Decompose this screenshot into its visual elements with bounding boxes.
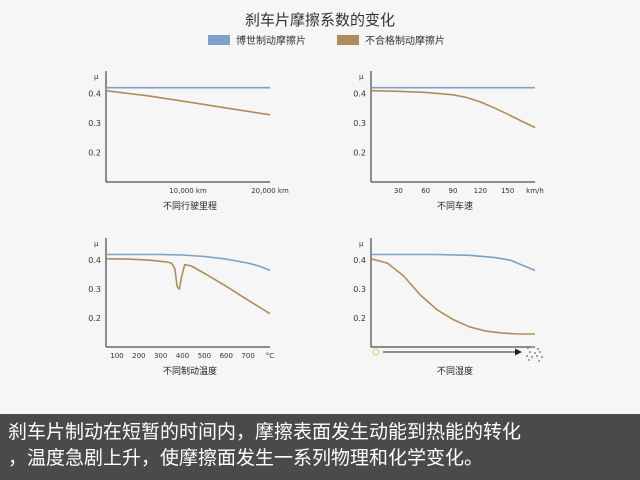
series-line-bosch <box>371 253 536 272</box>
y-axis-label: μ <box>359 73 364 81</box>
chart-title: 不同车速 <box>437 200 473 212</box>
y-axis-label: μ <box>359 240 364 248</box>
x-tick-label-700: 700 <box>241 352 254 360</box>
x-tick-label-600: 600 <box>220 352 233 360</box>
chart-3: μ 0.4 0.3 0.2 100 200 300 400 500 600 700 °C 不同制动温度 <box>88 238 274 377</box>
caption-line-1: 刹车片制动在短暂的时间内，摩擦表面发生动能到热能的转化 <box>8 421 522 443</box>
y-tick-label-0-3: 0.3 <box>353 285 366 294</box>
figure-title: 刹车片摩擦系数的变化 <box>245 11 395 29</box>
y-tick-label-0-2: 0.2 <box>353 314 366 323</box>
x-tick-label-30: 30 <box>394 187 403 195</box>
chart-4: μ 0.4 0.3 0.2 不同湿度 <box>353 238 536 377</box>
legend-swatch-substandard <box>337 35 359 45</box>
legend-swatch-bosch <box>208 35 230 45</box>
series-line-substandard <box>105 258 271 315</box>
y-tick-label-0-2: 0.2 <box>353 149 366 158</box>
series-line-substandard <box>105 89 271 116</box>
humidity-arrow-head <box>515 348 522 356</box>
caption-line-2: ，温度急剧上升，使摩擦面发生一系列物理和化学变化。 <box>8 447 484 469</box>
x-tick-label-20-000-km: 20,000 km <box>251 187 289 195</box>
x-tick-label-500: 500 <box>198 352 211 360</box>
y-tick-label-0-3: 0.3 <box>88 119 101 128</box>
x-tick-label-300: 300 <box>154 352 167 360</box>
y-tick-label-0-4: 0.4 <box>353 256 366 265</box>
chart-1: μ 0.4 0.3 0.2 10,000 km 20,000 km 不同行驶里程 <box>88 71 289 212</box>
chart-title: 不同行驶里程 <box>163 200 217 212</box>
series-line-substandard <box>370 258 535 335</box>
legend-label-bosch: 博世制动摩擦片 <box>236 34 306 47</box>
x-tick-label-C: °C <box>266 352 275 360</box>
x-tick-label-100: 100 <box>110 352 123 360</box>
y-tick-label-0-2: 0.2 <box>88 314 101 323</box>
y-tick-label-0-4: 0.4 <box>88 90 101 99</box>
chart-2: μ 0.4 0.3 0.2 30 60 90 120 150 km/h 不同车速 <box>353 71 544 212</box>
y-tick-label-0-4: 0.4 <box>353 90 366 99</box>
x-tick-label-90: 90 <box>449 187 458 195</box>
x-tick-label-60: 60 <box>421 187 430 195</box>
x-tick-label-150: 150 <box>501 187 514 195</box>
x-tick-label-10-000-km: 10,000 km <box>169 187 207 195</box>
y-tick-label-0-2: 0.2 <box>88 149 101 158</box>
y-tick-label-0-4: 0.4 <box>88 256 101 265</box>
dry-icon <box>372 348 380 356</box>
series-line-substandard <box>370 89 536 129</box>
x-tick-label-km-h: km/h <box>526 187 544 195</box>
y-axis-label: μ <box>94 240 99 248</box>
humidity-axis-decoration <box>372 346 543 362</box>
y-axis-label: μ <box>94 73 99 81</box>
y-tick-label-0-3: 0.3 <box>353 119 366 128</box>
chart-title: 不同制动温度 <box>163 365 217 377</box>
legend-label-substandard: 不合格制动摩擦片 <box>365 34 445 47</box>
rain-icon <box>526 346 543 362</box>
series-line-bosch <box>106 253 271 272</box>
y-tick-label-0-3: 0.3 <box>88 285 101 294</box>
chart-title: 不同湿度 <box>437 365 473 377</box>
small-multiples: μ 0.4 0.3 0.2 10,000 km 20,000 km 不同行驶里程 μ 0.4 0.… <box>88 71 544 377</box>
x-tick-label-200: 200 <box>132 352 145 360</box>
caption-bar <box>0 414 640 480</box>
x-tick-label-400: 400 <box>176 352 189 360</box>
x-tick-label-120: 120 <box>474 187 487 195</box>
